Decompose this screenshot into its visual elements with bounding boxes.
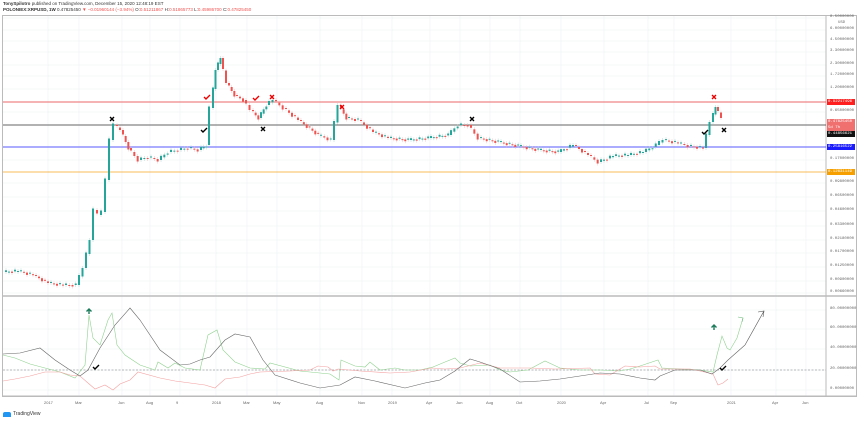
time-tick-label: Jun xyxy=(456,400,463,405)
axis-tick-label: 0.06500000 xyxy=(830,194,855,198)
time-tick-label: Oct xyxy=(516,400,523,405)
open-label: O: xyxy=(135,7,140,12)
axis-tick-label: 0.09800000 xyxy=(830,180,855,184)
price-change: ▼ −0.01960144 (−3.94%) xyxy=(82,7,134,12)
axis-tick-label: 20.00000000 xyxy=(830,367,857,371)
time-tick-label: Jun xyxy=(118,400,125,405)
time-tick-label: 2017 xyxy=(44,400,53,405)
time-tick-label: Mar xyxy=(75,400,82,405)
time-tick-label: 2020 xyxy=(557,400,566,405)
close-value: 0.47825450 xyxy=(227,7,252,12)
axis-tick-label: 0.01700000 xyxy=(830,250,855,254)
time-tick-label: Apr xyxy=(772,400,779,405)
tradingview-logo-icon xyxy=(3,411,11,417)
author: TonySpilotro xyxy=(3,1,31,6)
time-tick-label: Aug xyxy=(316,400,324,405)
last-price: 0.47825450 xyxy=(57,7,81,12)
adx-projection-arrow xyxy=(744,310,765,346)
minus-di-line xyxy=(2,362,729,391)
cross-icon xyxy=(109,116,115,122)
time-tick-label: Jun xyxy=(802,400,809,405)
adx-arrowhead-icon xyxy=(757,310,765,318)
axis-tick-label: 4.50000000 xyxy=(830,38,855,42)
axis-tick-label: 0.00000000 xyxy=(830,387,855,391)
axis-tick-label: 0.00900000 xyxy=(830,278,855,282)
candlestick-series xyxy=(5,56,722,289)
cross-icon xyxy=(269,94,275,100)
axis-tick-label: 3.30000000 xyxy=(830,49,855,53)
time-tick-label: 2021 xyxy=(727,400,736,405)
high-value: 0.51865773 xyxy=(169,7,193,12)
axis-tick-label: 0.65000000 xyxy=(830,109,855,113)
check-icon xyxy=(92,364,100,370)
open-value: 0.51211867 xyxy=(139,7,164,12)
low-label: L: xyxy=(194,7,198,12)
arrow-up-icon xyxy=(86,308,92,314)
chart-header: TonySpilotro published on TradingView.co… xyxy=(3,1,251,13)
time-tick-label: Apr xyxy=(600,400,607,405)
axis-tick-label: 40.00000000 xyxy=(830,346,857,350)
currency-label: USD xyxy=(838,21,846,25)
time-tick-label: 2019 xyxy=(388,400,397,405)
time-tick-label: 2018 xyxy=(212,400,221,405)
published-text: published on TradingView.com, December 1… xyxy=(31,1,164,6)
cross-icon xyxy=(721,127,727,133)
axis-tick-label: 0.00660000 xyxy=(830,290,855,294)
price-tag: 0.12631149 xyxy=(827,169,855,175)
annotations xyxy=(86,94,727,371)
axis-tick-label: 0.03300000 xyxy=(830,223,855,227)
low-value: 0.45986700 xyxy=(197,7,222,12)
time-tick-label: Aug xyxy=(486,400,494,405)
arrow-up-icon xyxy=(711,324,717,330)
axis-tick-label: 0.17000000 xyxy=(830,157,855,161)
cross-icon xyxy=(260,126,266,132)
axis-tick-label: 60.00000000 xyxy=(830,326,857,330)
time-tick-label: 9 xyxy=(176,400,179,405)
cross-icon xyxy=(469,116,475,122)
time-tick-label: May xyxy=(273,400,281,405)
high-label: H: xyxy=(164,7,170,12)
check-icon xyxy=(252,95,260,101)
check-icon xyxy=(200,127,208,133)
adx-line xyxy=(2,307,746,389)
symbol: POLONIEX:XRPUSD, 1W xyxy=(3,7,56,12)
close-label: C: xyxy=(222,7,228,12)
plus-di-line xyxy=(2,312,744,381)
check-icon xyxy=(719,365,727,371)
time-tick-label: Mar xyxy=(243,400,250,405)
price-tag: 0.25816522 xyxy=(827,144,855,150)
axis-tick-label: 1.20000000 xyxy=(830,86,855,90)
axis-tick-label: 1.72000000 xyxy=(830,73,855,77)
axis-tick-label: 80.00000000 xyxy=(830,307,857,311)
axis-tick-label: 0.04600000 xyxy=(830,208,855,212)
time-tick-label: Apr xyxy=(426,400,433,405)
brand-label: TradingView xyxy=(13,411,41,417)
check-icon xyxy=(701,129,709,135)
axis-tick-label: 0.02180000 xyxy=(830,237,855,241)
price-tag: 0.82217496 xyxy=(827,99,855,105)
cross-icon xyxy=(339,104,345,110)
time-tick-label: Jul xyxy=(644,400,650,405)
price-tag: 0.44856621 xyxy=(827,131,855,137)
axis-tick-label: 2.30000000 xyxy=(830,62,855,66)
price-tag: 5d 7h xyxy=(827,125,855,131)
di-arrowhead-icon xyxy=(737,316,744,323)
axis-tick-label: 6.00000000 xyxy=(830,27,855,31)
price-tag: 0.47825450 xyxy=(827,119,855,125)
time-tick-label: Nov xyxy=(358,400,366,405)
footer: TradingView xyxy=(3,411,41,417)
check-icon xyxy=(203,94,211,100)
axis-tick-label: 0.01250000 xyxy=(830,264,855,268)
time-tick-label: Sep xyxy=(670,400,678,405)
axis-tick-label: 8.50000000 xyxy=(830,15,855,19)
time-tick-label: Aug xyxy=(146,400,154,405)
cross-icon xyxy=(711,94,717,100)
grid xyxy=(3,16,826,396)
